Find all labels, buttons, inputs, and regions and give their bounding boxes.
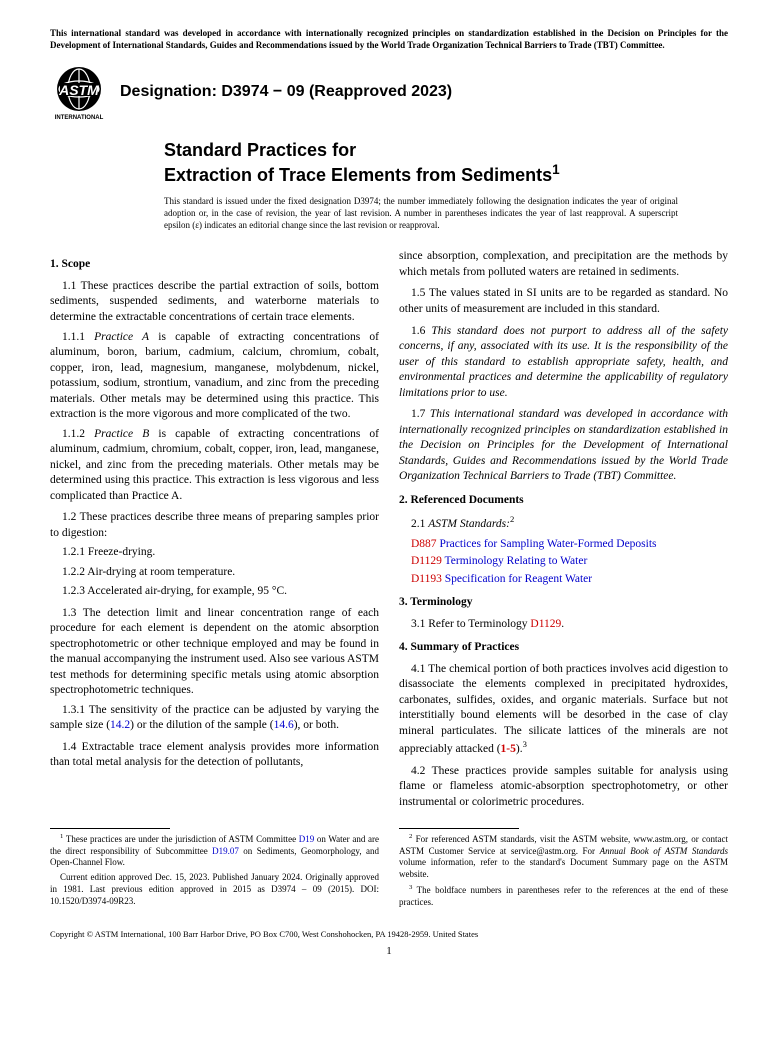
ref-d1193-code[interactable]: D1193: [411, 573, 442, 585]
footnote-rule-right: [399, 828, 519, 829]
fn1-a: These practices are under the jurisdicti…: [66, 834, 299, 844]
para-3-1-b: .: [561, 618, 564, 630]
link-14-2[interactable]: 14.2: [110, 719, 130, 731]
para-1-5: 1.5 The values stated in SI units are to…: [399, 286, 728, 317]
right-column: since absorption, complexation, and prec…: [399, 249, 728, 814]
footnote-right: 2 For referenced ASTM standards, visit t…: [399, 828, 728, 911]
title-note: This standard is issued under the fixed …: [164, 196, 728, 231]
left-column: 1. Scope 1.1 These practices describe th…: [50, 249, 379, 814]
title-line-1: Standard Practices for: [164, 139, 728, 162]
footnote-1b: Current edition approved Dec. 15, 2023. …: [50, 872, 379, 907]
ref-d1193-text[interactable]: Specification for Reagent Water: [442, 573, 592, 585]
ref-d1193: D1193 Specification for Reagent Water: [399, 572, 728, 588]
page-number: 1: [50, 945, 728, 957]
footnote-3: 3 The boldface numbers in parentheses re…: [399, 884, 728, 908]
section-2-head: 2. Referenced Documents: [399, 493, 728, 509]
svg-text:ASTM: ASTM: [58, 82, 99, 98]
header-row: ASTM INTERNATIONAL Designation: D3974 − …: [50, 63, 728, 121]
para-3-1: 3.1 Refer to Terminology D1129.: [399, 617, 728, 633]
para-1-1-1-c: is capable of extracting concentrations …: [50, 331, 379, 421]
footnote-columns: 1 These practices are under the jurisdic…: [50, 828, 728, 911]
title-line-2-text: Extraction of Trace Elements from Sedime…: [164, 165, 552, 185]
para-1-7: 1.7 This international standard was deve…: [399, 407, 728, 485]
para-2-1: 2.1 ASTM Standards:2: [399, 514, 728, 532]
para-1-2: 1.2 These practices describe three means…: [50, 510, 379, 541]
para-2-1-a: 2.1: [411, 518, 428, 530]
para-1-7-text: This international standard was develope…: [399, 408, 728, 482]
para-1-3-1: 1.3.1 The sensitivity of the practice ca…: [50, 703, 379, 734]
link-1-5[interactable]: 1-5: [501, 743, 516, 755]
para-2-1-sup: 2: [510, 514, 514, 524]
body-columns: 1. Scope 1.1 These practices describe th…: [50, 249, 728, 814]
para-1-1-1-b: Practice A: [94, 331, 149, 343]
top-disclaimer: This international standard was develope…: [50, 28, 728, 51]
para-3-1-a: 3.1 Refer to Terminology: [411, 618, 530, 630]
astm-logo: ASTM INTERNATIONAL: [50, 63, 108, 121]
para-1-1-2-b: Practice B: [94, 428, 149, 440]
para-4-1-sup: 3: [523, 739, 527, 749]
footnote-left: 1 These practices are under the jurisdic…: [50, 828, 379, 911]
para-1-6: 1.6 This standard does not purport to ad…: [399, 324, 728, 402]
footnote-1: 1 These practices are under the jurisdic…: [50, 833, 379, 869]
para-4-1-b: ).: [516, 743, 523, 755]
para-1-1: 1.1 These practices describe the partial…: [50, 279, 379, 326]
para-4-2: 4.2 These practices provide samples suit…: [399, 764, 728, 811]
copyright-text: Copyright © ASTM International, 100 Barr…: [50, 929, 728, 939]
footnote-rule-left: [50, 828, 170, 829]
para-1-1-1: 1.1.1 Practice A is capable of extractin…: [50, 330, 379, 423]
para-1-4: 1.4 Extractable trace element analysis p…: [50, 740, 379, 771]
para-1-3: 1.3 The detection limit and linear conce…: [50, 606, 379, 699]
ref-d1129-text[interactable]: Terminology Relating to Water: [442, 555, 587, 567]
para-1-2-3: 1.2.3 Accelerated air-drying, for exampl…: [50, 584, 379, 600]
fn2-b: Annual Book of ASTM Standards: [600, 846, 728, 856]
ref-d887-text[interactable]: Practices for Sampling Water-Formed Depo…: [437, 538, 657, 550]
fn1-link-d19[interactable]: D19: [299, 834, 315, 844]
para-1-3-1-b: ) or the dilution of the sample (: [130, 719, 273, 731]
title-line-2: Extraction of Trace Elements from Sedime…: [164, 162, 728, 187]
section-1-head: 1. Scope: [50, 257, 379, 273]
section-4-head: 4. Summary of Practices: [399, 640, 728, 656]
page-container: This international standard was develope…: [0, 0, 778, 977]
ref-d1129-code[interactable]: D1129: [411, 555, 442, 567]
para-4-1: 4.1 The chemical portion of both practic…: [399, 662, 728, 758]
title-footnote-sup: 1: [552, 162, 560, 177]
title-block: Standard Practices for Extraction of Tra…: [164, 139, 728, 231]
para-1-2-1: 1.2.1 Freeze-drying.: [50, 545, 379, 561]
para-2-1-b: ASTM Standards:: [428, 518, 510, 530]
ref-d887-code[interactable]: D887: [411, 538, 437, 550]
ref-d887: D887 Practices for Sampling Water-Formed…: [399, 537, 728, 553]
ref-d1129: D1129 Terminology Relating to Water: [399, 554, 728, 570]
para-1-3-1-c: ), or both.: [294, 719, 339, 731]
fn2-c: volume information, refer to the standar…: [399, 857, 728, 879]
para-1-1-1-a: 1.1.1: [62, 331, 94, 343]
link-14-6[interactable]: 14.6: [274, 719, 294, 731]
section-3-head: 3. Terminology: [399, 595, 728, 611]
para-4-1-a: 4.1 The chemical portion of both practic…: [399, 663, 728, 755]
link-d1129[interactable]: D1129: [530, 618, 561, 630]
designation-text: Designation: D3974 − 09 (Reapproved 2023…: [120, 83, 452, 101]
para-1-1-2: 1.1.2 Practice B is capable of extractin…: [50, 427, 379, 505]
para-1-2-2: 1.2.2 Air-drying at room temperature.: [50, 565, 379, 581]
para-1-4-cont: since absorption, complexation, and prec…: [399, 249, 728, 280]
para-1-1-2-a: 1.1.2: [62, 428, 94, 440]
svg-text:INTERNATIONAL: INTERNATIONAL: [55, 115, 104, 121]
para-1-6-text: This standard does not purport to addres…: [399, 325, 728, 399]
fn3-text: The boldface numbers in parentheses refe…: [399, 885, 728, 907]
fn1-link-d1907[interactable]: D19.07: [212, 846, 239, 856]
footnote-2: 2 For referenced ASTM standards, visit t…: [399, 833, 728, 881]
